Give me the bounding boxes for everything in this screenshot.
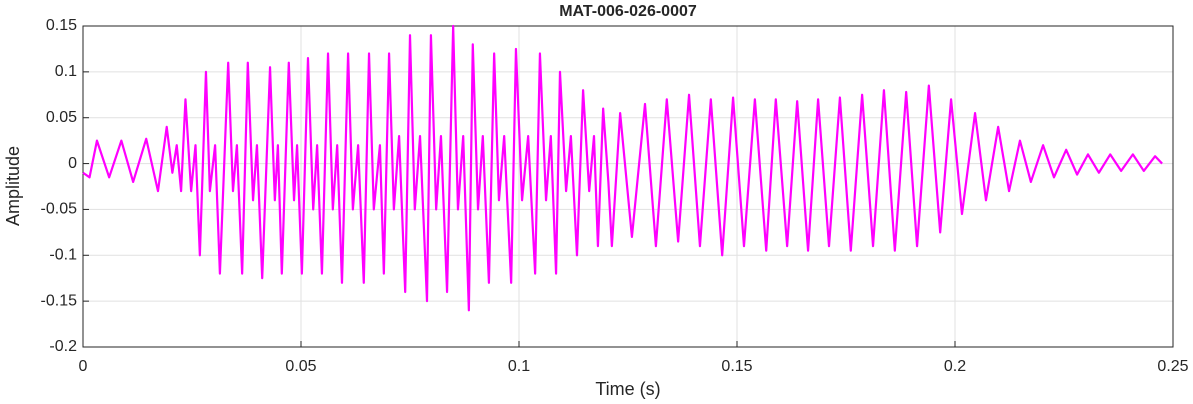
waveform-line bbox=[82, 24, 1163, 312]
y-tick-label: 0.1 bbox=[55, 63, 77, 80]
y-tick-label: 0 bbox=[68, 155, 77, 172]
y-tick-label: -0.1 bbox=[49, 247, 77, 264]
x-tick-label: 0 bbox=[79, 358, 88, 375]
x-tick-label: 0.05 bbox=[285, 358, 316, 375]
x-tick-label: 0.15 bbox=[721, 358, 752, 375]
y-axis-label: Amplitude bbox=[3, 146, 23, 226]
y-tick-label: 0.05 bbox=[46, 109, 77, 126]
x-tick-label: 0.25 bbox=[1157, 358, 1188, 375]
y-tick-label: -0.15 bbox=[41, 292, 78, 309]
y-tick-label: -0.2 bbox=[49, 338, 77, 355]
x-tick-label: 0.2 bbox=[944, 358, 966, 375]
axes-box bbox=[82, 25, 1174, 348]
x-tick-label: 0.1 bbox=[508, 358, 530, 375]
y-tick-label: -0.05 bbox=[41, 201, 78, 218]
x-axis-label: Time (s) bbox=[595, 379, 660, 399]
chart-title: MAT-006-026-0007 bbox=[559, 3, 697, 20]
y-tick-label: 0.15 bbox=[46, 17, 77, 34]
